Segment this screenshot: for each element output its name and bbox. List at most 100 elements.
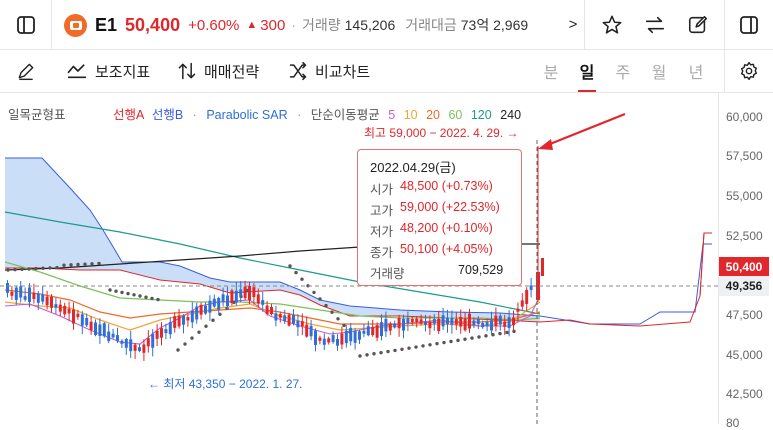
period-year[interactable]: 년 [688,65,704,82]
candle-body[interactable] [160,328,163,338]
candle-body[interactable] [331,335,335,342]
legend-leading-a[interactable]: 선행A [113,108,145,122]
candle-body[interactable] [204,305,207,314]
drawing-tool-button[interactable] [8,50,44,92]
candle-body[interactable] [208,300,212,313]
candle-body[interactable] [314,330,317,345]
candle-body[interactable] [424,321,427,325]
candle-body[interactable] [164,329,168,334]
candle-body[interactable] [520,300,524,307]
candle-body[interactable] [107,331,111,342]
candle-body[interactable] [410,319,414,323]
candle-body[interactable] [234,290,238,303]
candle-body[interactable] [512,317,515,326]
candle-body[interactable] [468,313,471,329]
candle-body[interactable] [476,319,480,325]
candle-body[interactable] [155,330,159,339]
candle-body[interactable] [239,289,243,297]
candle-body[interactable] [472,320,476,326]
legend-leading-b[interactable]: 선행B [151,108,184,122]
stock-name[interactable]: E1 [95,14,118,35]
period-minute[interactable]: 분 [543,65,559,82]
candle-body[interactable] [287,314,291,326]
candle-body[interactable] [428,321,432,329]
candle-body[interactable] [516,308,520,312]
candle-body[interactable] [6,283,9,293]
candle-body[interactable] [212,298,216,307]
candle-body[interactable] [366,326,370,336]
candle-body[interactable] [327,338,331,343]
candle-body[interactable] [344,330,348,344]
candle-body[interactable] [138,347,141,351]
candle-body[interactable] [362,330,366,334]
candle-body[interactable] [340,333,344,345]
candle-body[interactable] [463,318,467,331]
candle-body[interactable] [102,323,106,337]
candle-body[interactable] [265,305,269,314]
candle-body[interactable] [85,317,89,326]
candle-body[interactable] [221,294,225,302]
candle-body[interactable] [292,315,295,324]
candle-body[interactable] [437,318,441,332]
candle-body[interactable] [177,315,181,327]
candle-body[interactable] [309,325,313,337]
candle-body[interactable] [226,295,229,306]
candle-body[interactable] [498,315,502,325]
candle-body[interactable] [10,291,14,296]
candle-body[interactable] [494,315,498,327]
candle-body[interactable] [503,321,507,327]
candle-body[interactable] [541,258,544,276]
price-chart[interactable]: 60,000 57,500 55,000 52,500 47,500 45,00… [0,93,773,430]
candle-body[interactable] [243,286,247,299]
candle-body[interactable] [459,316,463,327]
candle-body[interactable] [45,296,49,306]
legend-sma[interactable]: 단순이동평균 [310,108,380,122]
candle-body[interactable] [252,287,256,298]
candle-body[interactable] [490,320,493,331]
candle-body[interactable] [318,337,322,341]
candle-body[interactable] [336,338,339,346]
indicator-button[interactable]: 보조지표 [66,50,150,92]
candle-body[interactable] [397,317,401,329]
candle-body[interactable] [36,293,40,303]
candle-body[interactable] [168,322,172,335]
more-info-button[interactable]: > [564,0,582,49]
candle-body[interactable] [50,296,53,308]
legend-ichimoku[interactable]: 일목균형표 [8,108,66,122]
candle-body[interactable] [432,319,436,324]
candle-body[interactable] [384,318,388,332]
candle-body[interactable] [446,318,449,325]
candle-body[interactable] [485,322,489,327]
candle-body[interactable] [80,314,84,326]
legend-parabolic-sar[interactable]: Parabolic SAR [206,108,288,122]
candle-body[interactable] [454,319,458,325]
candle-body[interactable] [58,304,62,312]
candle-body[interactable] [322,338,326,345]
candle-body[interactable] [186,317,190,321]
candle-body[interactable] [375,325,379,338]
candle-body[interactable] [450,318,454,325]
candle-body[interactable] [133,344,137,351]
candle-body[interactable] [349,327,353,342]
candle-body[interactable] [419,319,423,324]
candle-body[interactable] [415,318,419,322]
switch-stock-button[interactable] [639,0,671,49]
favorite-button[interactable] [596,0,628,49]
candle-body[interactable] [94,322,97,336]
candle-body[interactable] [98,324,102,336]
candle-body[interactable] [151,333,155,348]
candle-body[interactable] [129,339,133,352]
candle-body[interactable] [67,308,71,314]
candle-body[interactable] [142,344,146,353]
left-panel-toggle-button[interactable] [0,0,51,49]
candle-body[interactable] [19,286,23,298]
candle-body[interactable] [507,317,511,329]
candle-body[interactable] [199,304,203,315]
candle-body[interactable] [120,340,124,344]
candle-body[interactable] [182,315,185,325]
compare-button[interactable]: 비교차트 [288,50,370,92]
candle-body[interactable] [248,285,251,301]
candle-body[interactable] [261,300,265,305]
candle-body[interactable] [89,321,93,331]
candle-body[interactable] [305,324,309,337]
